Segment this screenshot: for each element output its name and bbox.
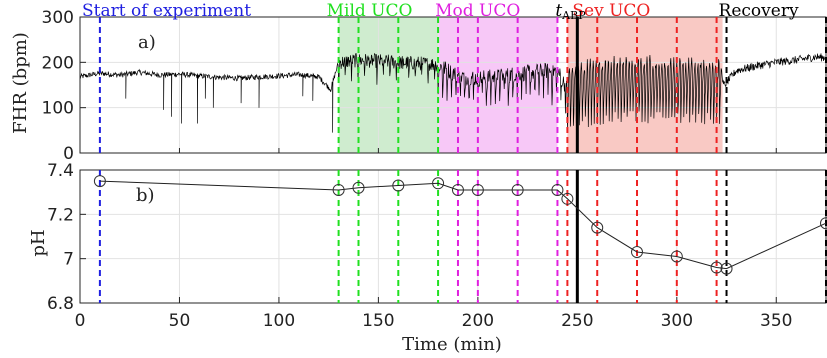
ph-data-point xyxy=(332,183,345,196)
fhr-panel: 0 100 200 300 xyxy=(42,8,827,164)
x-axis-label: Time (min) xyxy=(402,334,502,355)
ph-data-point xyxy=(631,246,644,259)
sev-uco-label: Sev UCO xyxy=(572,1,650,21)
ph-xtick-label: 200 xyxy=(462,311,494,331)
fhr-ytick-label: 100 xyxy=(42,99,74,119)
t-abp-main: t xyxy=(555,1,562,21)
fhr-ylabel: FHR (bpm) xyxy=(10,32,31,134)
ph-ytick-label: 6.8 xyxy=(47,294,74,314)
ph-data-point xyxy=(432,177,445,190)
ph-data-point xyxy=(511,183,524,196)
ph-series-line xyxy=(99,180,827,270)
fhr-ytick-label: 200 xyxy=(42,53,74,73)
ph-data-point xyxy=(820,217,827,230)
ph-ytick-label: 7.2 xyxy=(47,205,74,225)
start-of-experiment-label: Start of experiment xyxy=(82,1,251,21)
ph-ytick-label: 7 xyxy=(63,250,74,270)
ph-xtick-label: 50 xyxy=(169,311,191,331)
fhr-trace xyxy=(79,52,827,133)
ph-data-point xyxy=(471,183,484,196)
ph-xtick-label: 250 xyxy=(561,311,593,331)
ph-data-point xyxy=(591,221,604,234)
ph-xtick-label: 0 xyxy=(75,311,86,331)
recovery-label: Recovery xyxy=(719,1,799,21)
ph-axes-frame xyxy=(79,169,827,304)
mild-uco-label: Mild UCO xyxy=(327,1,413,21)
ph-data-point xyxy=(670,250,683,263)
ph-data-point xyxy=(451,183,464,196)
ph-data-point xyxy=(561,192,574,205)
ph-ylabel: pH xyxy=(28,229,49,256)
ph-ytick-label: 7.4 xyxy=(47,161,74,181)
ph-data-point xyxy=(551,183,564,196)
panel-a-label: a) xyxy=(138,32,156,53)
panel-b-label: b) xyxy=(136,185,155,206)
t-abp-label: tABP xyxy=(555,1,586,22)
phase-band-mild-uco xyxy=(338,17,439,153)
ph-xtick-label: 300 xyxy=(661,311,693,331)
ph-data-point xyxy=(720,262,733,275)
ph-xtick-label: 150 xyxy=(362,311,394,331)
mod-uco-label: Mod UCO xyxy=(435,1,520,21)
ph-data-point xyxy=(392,179,405,192)
ph-data-point xyxy=(352,181,365,194)
t-abp-sub: ABP xyxy=(561,9,586,22)
ph-xtick-label: 100 xyxy=(263,311,295,331)
fhr-ytick-label: 0 xyxy=(63,144,74,164)
fhr-ytick-label: 300 xyxy=(42,8,74,28)
ph-panel: 6.8 7 7.2 7.4 0 50 100 150 200 250 300 350 xyxy=(47,161,827,331)
ph-data-point xyxy=(93,175,106,188)
fhr-axes-frame xyxy=(79,16,827,154)
sampling-lines xyxy=(93,17,827,303)
ph-xtick-label: 350 xyxy=(760,311,792,331)
ph-data-point xyxy=(710,261,723,274)
phase-labels: Start of experiment Mild UCO Mod UCO Sev UC… xyxy=(82,1,799,22)
